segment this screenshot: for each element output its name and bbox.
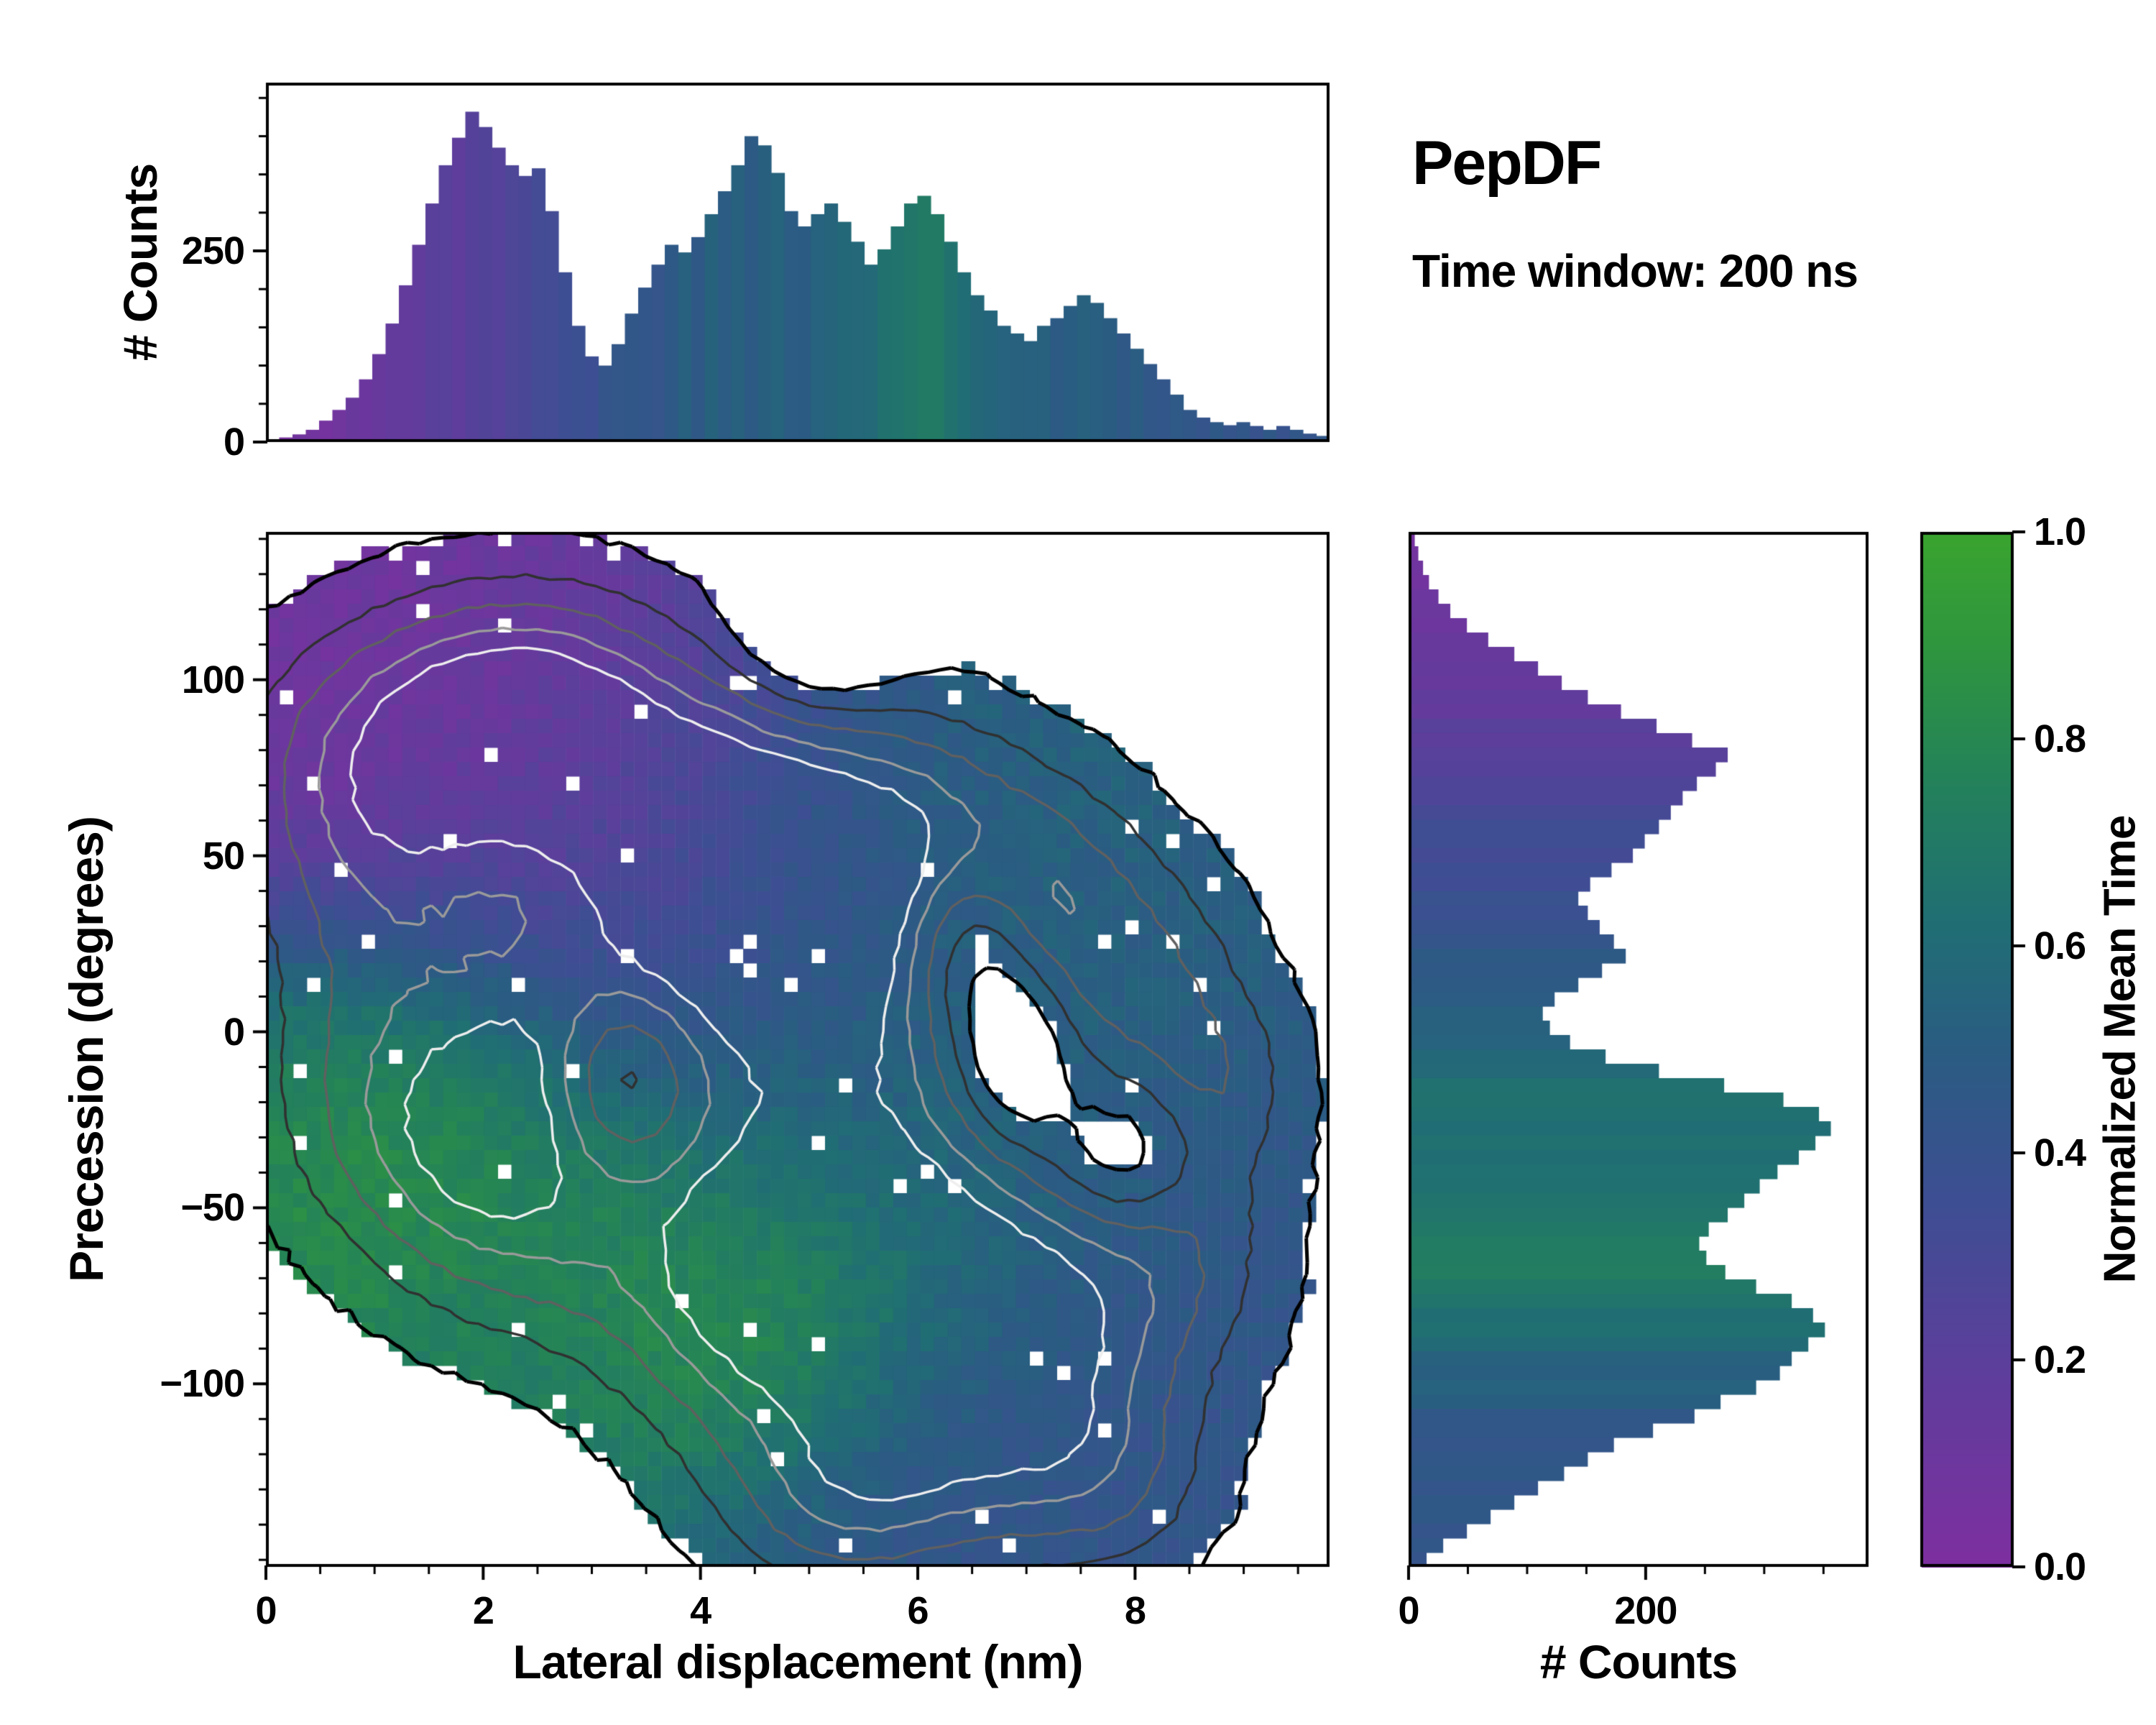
tick-label: 0.4 <box>2034 1131 2086 1174</box>
tick-label: 0.2 <box>2034 1338 2086 1381</box>
tick-label: −100 <box>160 1362 245 1406</box>
colorbar-label: Normalized Mean Time <box>2095 815 2145 1284</box>
tick-label: 250 <box>181 229 245 273</box>
joint-xlabel: Lateral displacement (nm) <box>512 1635 1084 1688</box>
tick-label: 0.8 <box>2034 717 2086 760</box>
plot-subtitle: Time window: 200 ns <box>1412 245 1858 297</box>
tick-label: 6 <box>907 1589 929 1632</box>
right-xlabel: # Counts <box>1539 1635 1738 1688</box>
tick-label: 200 <box>1614 1589 1677 1632</box>
tick-label: 0.0 <box>2034 1545 2086 1588</box>
tick-label: 50 <box>202 834 245 878</box>
tick-label: 0 <box>255 1589 277 1632</box>
tick-label: 2 <box>472 1589 494 1632</box>
plot-title: PepDF <box>1412 129 1602 198</box>
joint-heatmap-canvas <box>234 500 1361 1598</box>
tick-label: 0.6 <box>2034 924 2086 967</box>
tick-label: 0 <box>223 420 245 464</box>
tick-label: 1.0 <box>2034 510 2086 553</box>
tick-label: 100 <box>181 658 245 702</box>
top-histogram-canvas <box>234 51 1361 474</box>
tick-label: 8 <box>1124 1589 1146 1632</box>
right-histogram-canvas <box>1377 500 1900 1598</box>
colorbar-canvas <box>1889 500 2045 1598</box>
tick-label: 4 <box>690 1589 711 1632</box>
tick-label: 0 <box>1398 1589 1419 1632</box>
tick-label: −50 <box>180 1186 245 1230</box>
joint-ylabel: Precession (degrees) <box>60 816 113 1282</box>
tick-label: 0 <box>223 1010 245 1054</box>
top-ylabel: # Counts <box>114 163 167 362</box>
